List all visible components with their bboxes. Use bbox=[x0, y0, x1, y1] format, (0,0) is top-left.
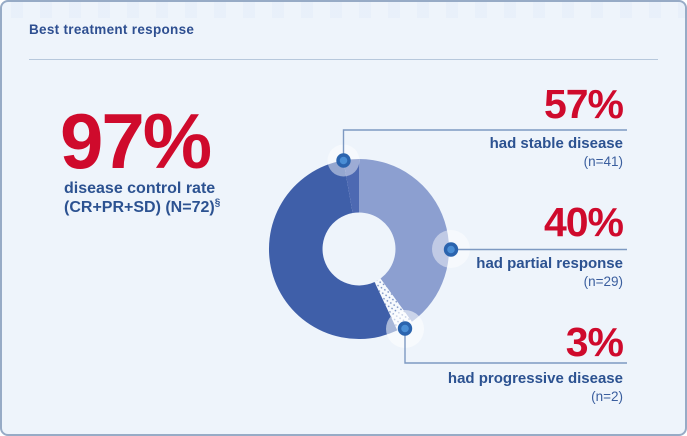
partial-label: had partial response bbox=[476, 255, 623, 272]
stable-label: had stable disease bbox=[489, 135, 623, 152]
callout-line-progressive bbox=[404, 329, 627, 364]
callout-progressive: 3% had progressive disease (n=2) bbox=[447, 319, 624, 405]
partial-n: (n=29) bbox=[583, 273, 623, 289]
stable-percent: 57% bbox=[543, 81, 624, 127]
callout-line-stable bbox=[342, 129, 627, 160]
donut-slices bbox=[268, 159, 449, 340]
slice-partial bbox=[359, 159, 449, 322]
slice-stable-sliver bbox=[343, 159, 359, 214]
disease-control-rate-value: 97% bbox=[60, 97, 212, 185]
stable-n: (n=41) bbox=[583, 153, 623, 169]
title-divider bbox=[29, 59, 658, 60]
callout-dot-stable bbox=[336, 153, 351, 168]
summary-line2: (CR+PR+SD) (N=72) bbox=[64, 198, 215, 216]
partial-percent: 40% bbox=[543, 199, 624, 245]
disease-control-rate-label: disease control rate (CR+PR+SD) (N=72)§ bbox=[64, 180, 220, 218]
footnote-marker: § bbox=[214, 197, 221, 209]
callout-dot-progressive bbox=[397, 321, 413, 336]
progressive-percent: 3% bbox=[565, 319, 624, 365]
summary-line1: disease control rate bbox=[64, 180, 216, 197]
callout-dot-partial bbox=[443, 242, 459, 257]
progressive-n: (n=2) bbox=[591, 388, 623, 404]
slice-stable bbox=[268, 160, 398, 340]
callout-stable: 57% had stable disease (n=41) bbox=[489, 81, 624, 170]
callout-partial: 40% had partial response (n=29) bbox=[476, 199, 624, 290]
page-title: Best treatment response bbox=[29, 22, 195, 37]
progressive-label: had progressive disease bbox=[447, 370, 623, 387]
